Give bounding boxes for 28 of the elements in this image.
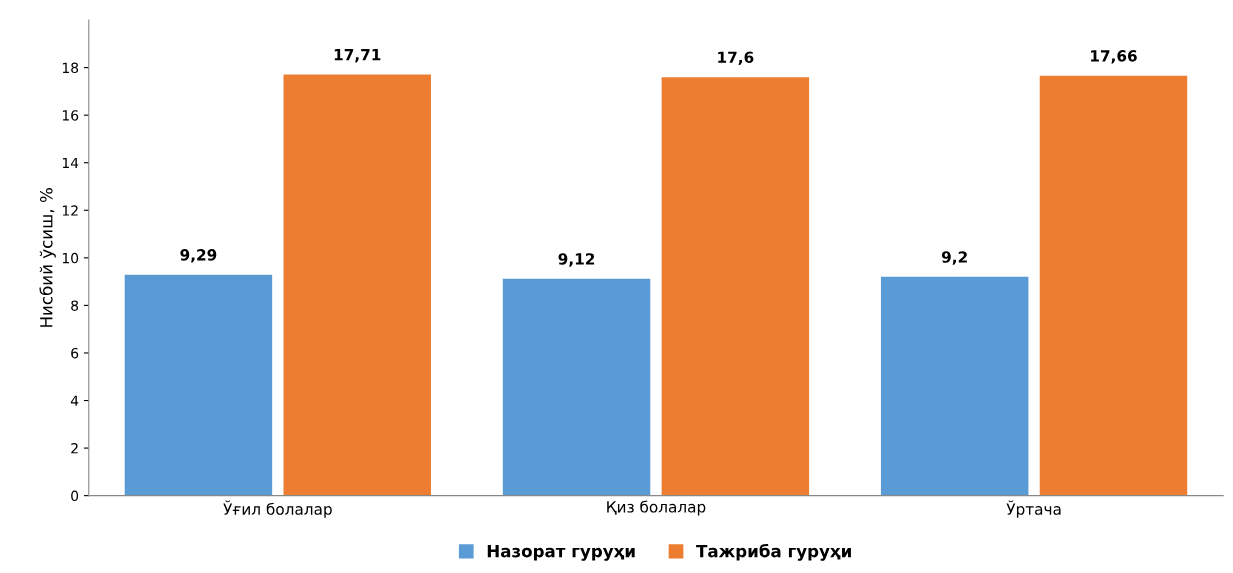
y-tick-label: 12 <box>62 205 78 216</box>
data-label: 9,29 <box>180 249 217 263</box>
data-label: 17,71 <box>334 49 381 63</box>
data-label: 17,66 <box>1091 50 1137 64</box>
y-tick-label: 14 <box>62 157 79 169</box>
x-tick-label: Ўғил болалар <box>223 500 332 518</box>
bar <box>124 274 273 496</box>
y-axis-title: Нисбий ўсиш, % <box>39 188 56 327</box>
data-label: 9,12 <box>558 253 595 267</box>
legend-label: Назорат гуруҳи <box>487 544 635 561</box>
data-label: 17,6 <box>718 51 754 66</box>
y-tick-label: 0 <box>71 490 79 502</box>
y-tick-label: 16 <box>62 110 79 121</box>
x-tick-label: Ўртача <box>1006 500 1061 518</box>
y-tick-label: 8 <box>71 300 79 311</box>
x-tick-label: Қиз болалар <box>607 500 706 516</box>
bar <box>880 276 1029 496</box>
data-label: 9,2 <box>941 251 967 265</box>
legend-label: Тажриба гуруҳи <box>696 543 851 561</box>
bar <box>502 278 651 496</box>
y-tick-label: 6 <box>71 347 79 359</box>
bar <box>1039 75 1188 496</box>
y-tick-label: 18 <box>62 62 79 74</box>
bar <box>283 74 431 496</box>
bar <box>661 77 810 496</box>
y-tick-label: 4 <box>70 395 79 406</box>
y-tick-label: 2 <box>71 443 78 454</box>
y-tick-label: 10 <box>62 252 79 264</box>
